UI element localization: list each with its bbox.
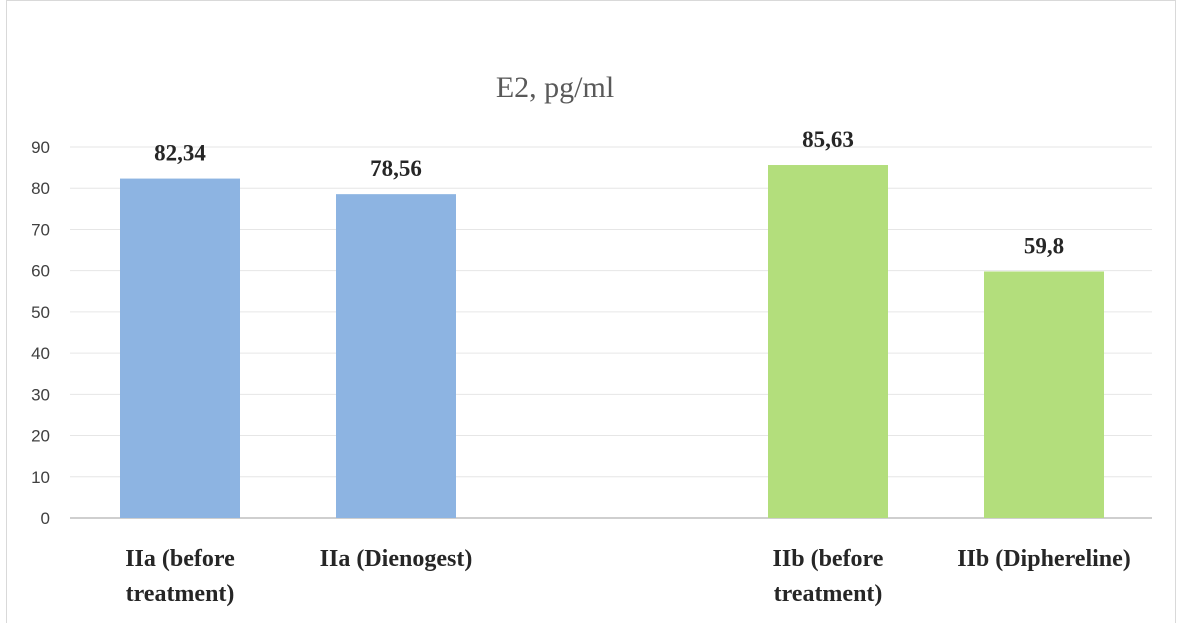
y-tick-label: 50 bbox=[31, 303, 50, 322]
chart-title: E2, pg/ml bbox=[496, 71, 614, 104]
y-tick-label: 90 bbox=[31, 138, 50, 157]
data-label: 82,34 bbox=[154, 141, 206, 166]
x-tick-label: IIa (before bbox=[125, 546, 235, 572]
x-tick-label: treatment) bbox=[774, 581, 883, 607]
bar bbox=[984, 271, 1104, 518]
x-axis: IIa (before treatment) IIa (Dienogest) IIb … bbox=[125, 546, 1131, 607]
data-labels: 82,34 78,56 85,63 59,8 bbox=[154, 127, 1064, 258]
y-axis: 0 10 20 30 40 50 60 70 80 90 bbox=[31, 138, 1152, 528]
gridlines bbox=[70, 146, 1152, 478]
y-tick-label: 30 bbox=[31, 385, 50, 404]
bars bbox=[120, 165, 1104, 519]
x-tick-label: treatment) bbox=[126, 581, 235, 607]
y-tick-label: 20 bbox=[31, 427, 50, 446]
y-tick-label: 60 bbox=[31, 262, 50, 281]
y-tick-label: 70 bbox=[31, 220, 50, 239]
x-tick-label: IIb (before bbox=[773, 546, 884, 572]
y-tick-label: 40 bbox=[31, 344, 50, 363]
data-label: 78,56 bbox=[370, 156, 422, 181]
data-label: 85,63 bbox=[802, 127, 854, 152]
data-label: 59,8 bbox=[1024, 233, 1064, 258]
chart-frame bbox=[6, 0, 1176, 623]
y-tick-label: 0 bbox=[41, 509, 50, 528]
x-tick-label: IIb (Diphereline) bbox=[957, 546, 1131, 572]
bar bbox=[768, 165, 888, 519]
y-tick-label: 80 bbox=[31, 179, 50, 198]
bar bbox=[120, 178, 240, 518]
x-tick-label: IIa (Dienogest) bbox=[320, 546, 473, 572]
y-tick-label: 10 bbox=[31, 468, 50, 487]
bar bbox=[336, 194, 456, 519]
